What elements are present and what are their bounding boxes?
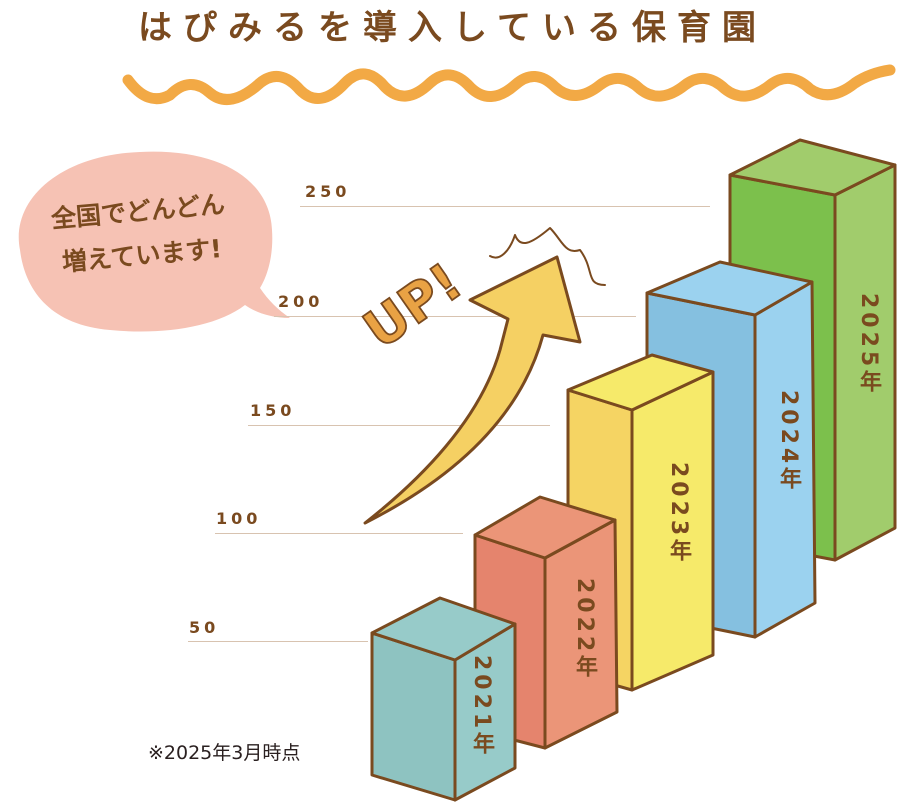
gridline-150	[248, 425, 550, 426]
burst-lines-icon	[489, 227, 606, 286]
bar-label-2023: 2023年	[666, 462, 691, 566]
footnote: ※2025年3月時点	[148, 742, 301, 764]
gridline-100	[215, 533, 463, 534]
y-tick-50: 50	[189, 618, 220, 637]
y-tick-150: 150	[250, 401, 296, 420]
y-tick-100: 100	[216, 509, 262, 528]
wavy-underline-decoration	[122, 64, 896, 106]
up-arrow-icon	[363, 255, 582, 525]
speech-bubble	[18, 151, 290, 332]
bar-label-2022: 2022年	[572, 578, 597, 682]
up-label: UP!	[353, 252, 473, 361]
chart-title: はぴみるを導入している保育園	[138, 8, 767, 48]
bar-label-2025: 2025年	[856, 293, 881, 397]
gridline-200	[274, 316, 636, 317]
gridline-250	[300, 206, 710, 207]
bar-2021	[370, 596, 517, 802]
bar-label-2024: 2024年	[776, 390, 801, 494]
bar-label-2021: 2021年	[469, 655, 494, 759]
gridline-50	[188, 641, 368, 642]
y-tick-200: 200	[278, 292, 324, 311]
y-tick-250: 250	[305, 182, 351, 201]
